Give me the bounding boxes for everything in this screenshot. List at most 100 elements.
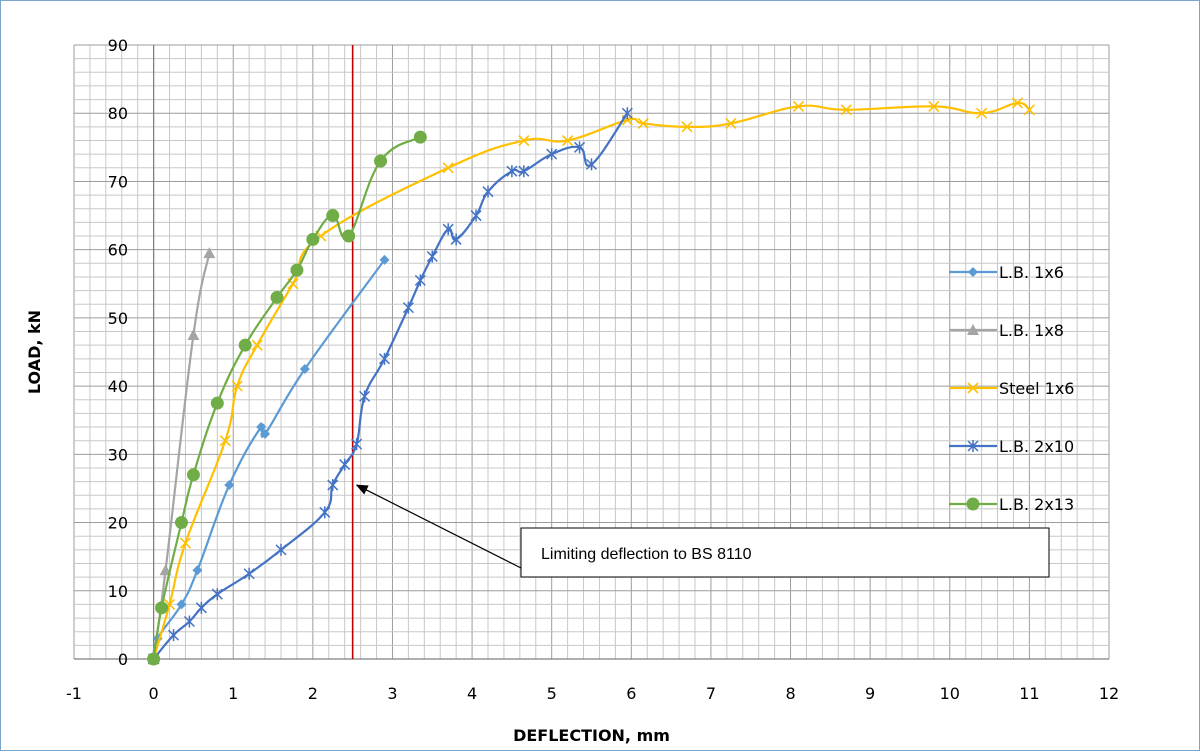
legend-item: L.B. 1x6	[949, 263, 1064, 282]
data-point	[621, 107, 633, 120]
annotation-arrow	[355, 484, 522, 569]
data-point	[470, 209, 482, 222]
data-point	[442, 223, 454, 236]
data-point	[518, 165, 530, 178]
data-point	[174, 516, 188, 530]
legend-swatch-marker	[967, 324, 979, 335]
data-point	[270, 290, 284, 304]
series-5	[147, 130, 427, 666]
data-point	[231, 380, 243, 392]
y-tick-label: 90	[108, 36, 128, 55]
data-point	[378, 352, 391, 365]
data-point	[840, 104, 852, 116]
data-point	[359, 390, 371, 403]
data-point	[414, 274, 426, 287]
data-point	[186, 468, 200, 482]
x-tick-label: 2	[308, 684, 318, 703]
data-point	[1023, 104, 1035, 116]
data-point	[155, 601, 169, 615]
data-point	[251, 339, 263, 351]
data-point	[238, 338, 252, 352]
data-point	[319, 506, 331, 519]
x-tick-label: 6	[626, 684, 636, 703]
y-tick-label: 50	[108, 309, 128, 328]
data-point	[195, 601, 207, 614]
legend-label: Steel 1x6	[999, 379, 1074, 398]
x-tick-label: 7	[706, 684, 716, 703]
data-point	[183, 615, 195, 628]
data-point	[326, 209, 340, 223]
series-group	[147, 97, 1035, 666]
legend-item: Steel 1x6	[949, 379, 1074, 398]
series-line	[152, 259, 386, 660]
data-point	[681, 121, 693, 133]
data-point	[725, 117, 737, 130]
legend: L.B. 1x6 L.B. 1x8 Steel 1x6 L.B. 2x10 L.B. 2…	[949, 263, 1074, 514]
x-tick-label: -1	[66, 684, 82, 703]
y-tick-label: 0	[118, 650, 128, 669]
data-point	[637, 117, 649, 130]
data-point	[928, 100, 940, 112]
legend-label: L.B. 1x6	[999, 263, 1064, 282]
y-tick-label: 20	[108, 514, 128, 533]
data-point	[210, 396, 224, 410]
data-point	[482, 185, 494, 198]
x-tick-label: 0	[149, 684, 159, 703]
series-line	[152, 101, 1031, 660]
y-tick-label: 80	[108, 104, 128, 123]
data-point	[426, 250, 438, 263]
data-point	[187, 328, 200, 340]
x-axis-title: DEFLECTION, mm	[513, 726, 670, 745]
data-point	[176, 599, 187, 610]
legend-swatch-marker	[967, 382, 979, 394]
data-point	[211, 588, 223, 601]
data-point	[290, 263, 304, 277]
x-tick-label: 8	[785, 684, 795, 703]
y-tick-label: 40	[108, 377, 128, 396]
annotations: Limiting deflection to BS 8110	[355, 484, 1050, 578]
data-point	[192, 565, 203, 576]
data-point	[374, 154, 388, 168]
legend-label: L.B. 2x13	[999, 495, 1074, 514]
data-point	[299, 364, 310, 375]
y-axis-title: LOAD, kN	[25, 310, 44, 394]
legend-item: L.B. 1x8	[949, 321, 1064, 340]
x-tick-label: 12	[1099, 684, 1119, 703]
y-tick-label: 60	[108, 241, 128, 260]
data-point	[179, 537, 192, 549]
legend-item: L.B. 2x10	[949, 437, 1074, 456]
data-point	[306, 232, 320, 246]
data-point	[402, 301, 414, 314]
data-point	[339, 458, 351, 471]
data-point	[219, 435, 231, 447]
data-point	[167, 629, 180, 642]
legend-item: L.B. 2x13	[949, 495, 1074, 514]
x-tick-label: 3	[387, 684, 397, 703]
data-point	[585, 158, 598, 171]
legend-swatch-marker	[968, 267, 978, 277]
data-point	[413, 130, 427, 144]
data-point	[224, 480, 235, 491]
legend-label: L.B. 1x8	[999, 321, 1064, 340]
data-point	[275, 543, 287, 556]
data-point	[351, 438, 363, 451]
data-point	[1011, 97, 1024, 109]
data-point	[147, 652, 161, 666]
axes: -1 0 1 2 3 4 5 6 7 8 9 10 11 120102030405060708090DEF…	[25, 36, 1119, 745]
data-point	[243, 567, 255, 580]
annotation-text: Limiting deflection to BS 8110	[541, 546, 752, 563]
x-tick-label: 11	[1019, 684, 1039, 703]
data-point	[518, 134, 530, 147]
x-tick-label: 5	[547, 684, 557, 703]
data-point	[327, 479, 339, 492]
x-tick-label: 10	[940, 684, 960, 703]
data-point	[546, 148, 558, 161]
data-point	[260, 428, 271, 439]
data-point	[450, 233, 462, 246]
data-point	[792, 100, 805, 112]
data-point	[442, 162, 454, 174]
data-point	[256, 422, 267, 433]
legend-label: L.B. 2x10	[999, 437, 1074, 456]
